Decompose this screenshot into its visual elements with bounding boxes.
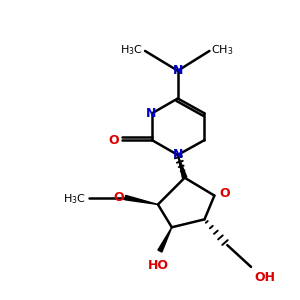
Text: N: N (172, 64, 183, 77)
Text: O: O (219, 187, 230, 200)
Text: N: N (172, 148, 183, 161)
Text: N: N (146, 107, 156, 120)
Polygon shape (178, 155, 187, 178)
Text: $\mathregular{H_3C}$: $\mathregular{H_3C}$ (120, 43, 143, 57)
Polygon shape (125, 195, 158, 205)
Text: $\mathregular{H_3C}$: $\mathregular{H_3C}$ (63, 193, 85, 206)
Text: $\mathregular{CH_3}$: $\mathregular{CH_3}$ (212, 43, 234, 57)
Text: OH: OH (254, 271, 275, 284)
Text: HO: HO (147, 259, 168, 272)
Text: O: O (108, 134, 119, 147)
Polygon shape (158, 227, 172, 252)
Text: O: O (114, 191, 124, 204)
